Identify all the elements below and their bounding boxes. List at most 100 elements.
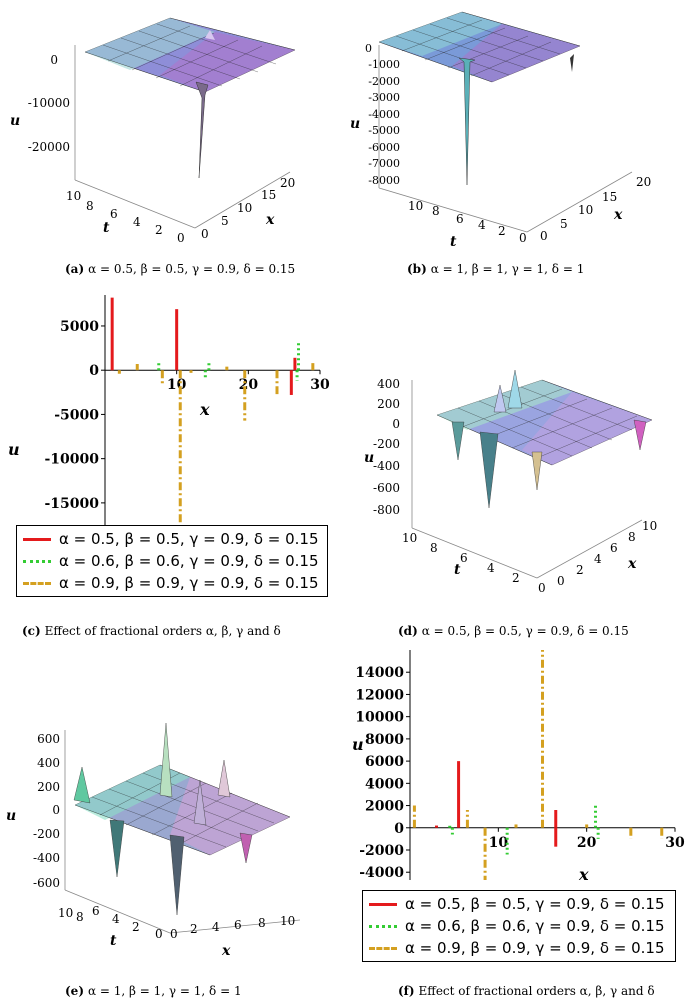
- y-tick-label: -4000: [359, 865, 404, 881]
- x-axis-label-e: x: [221, 943, 231, 959]
- legend-c-label-0: α = 0.5, β = 0.5, γ = 0.9, δ = 0.15: [59, 530, 319, 548]
- z-tick-b-0: 0: [365, 42, 372, 55]
- t-axis-label-b: t: [450, 234, 457, 250]
- t-axis-label-d: t: [454, 562, 461, 578]
- legend-c-swatch-0: [23, 537, 51, 541]
- t-tick-b-2: 6: [456, 212, 464, 226]
- t-tick-a-0: 10: [66, 189, 81, 203]
- caption-d-label: (d): [398, 624, 418, 638]
- y-tick-label: 6000: [365, 754, 404, 770]
- legend-c: α = 0.5, β = 0.5, γ = 0.9, δ = 0.15 α = …: [16, 525, 328, 597]
- z-tick-a-0: 0: [50, 53, 58, 67]
- x-axis-label-a: x: [265, 212, 275, 228]
- t-tick-d-3: 4: [487, 561, 495, 575]
- x-tick-a-4: 20: [280, 176, 295, 190]
- x-tick-d-1: 2: [576, 563, 584, 577]
- caption-f: (f) Effect of fractional orders α, β, γ a…: [398, 984, 655, 998]
- surface-a: [84, 17, 296, 179]
- t-tick-d-1: 8: [430, 541, 438, 555]
- t-tick-a-2: 6: [110, 207, 118, 221]
- y-tick-label: 0: [89, 363, 99, 379]
- z-tick-b-1: -1000: [368, 58, 400, 71]
- y-tick-label: 0: [394, 821, 404, 837]
- x-tick-b-0: 0: [540, 229, 548, 243]
- y-tick-label: 10000: [355, 710, 404, 726]
- y-axis-label: u: [352, 735, 364, 754]
- z-tick-b-4: -4000: [368, 108, 400, 121]
- y-tick-label: 2000: [365, 799, 404, 815]
- y-tick-label: -5000: [54, 407, 99, 423]
- x-tick-d-3: 6: [610, 541, 618, 555]
- z-tick-e-4: -200: [33, 827, 60, 841]
- axes-a: [74, 45, 291, 229]
- y-tick-label: -15000: [44, 496, 99, 512]
- axes-d: [411, 380, 643, 579]
- t-tick-b-0: 10: [408, 199, 423, 213]
- x-axis-label-d: x: [627, 556, 637, 572]
- x-tick-b-4: 20: [636, 175, 651, 189]
- surface-plot-d: 400 200 0 -200 -400 -600 -800 u 10 8 6 4…: [364, 369, 657, 595]
- x-tick-label: 30: [310, 377, 330, 393]
- surface-plot-a: 0 -10000 -20000 u 10 8 6 4 2 0 t 0 5 10 …: [10, 17, 296, 245]
- y-tick-label: 4000: [365, 776, 404, 792]
- bar-chart-f: 14000 12000 10000 8000 6000 4000 2000 0 -2000 -40…: [352, 650, 685, 884]
- t-tick-a-1: 8: [86, 199, 94, 213]
- x-tick-a-2: 10: [237, 201, 252, 215]
- caption-e-label: (e): [65, 984, 84, 998]
- caption-c-label: (c): [22, 624, 41, 638]
- t-tick-a-4: 2: [155, 223, 163, 237]
- x-axis-label: x: [199, 400, 210, 419]
- t-tick-e-0: 10: [58, 906, 73, 920]
- legend-f-label-1: α = 0.6, β = 0.6, γ = 0.9, δ = 0.15: [405, 917, 665, 935]
- x-tick-e-0: 0: [170, 927, 178, 941]
- x-tick-label: 10: [167, 377, 187, 393]
- z-tick-a-2: -20000: [28, 140, 70, 154]
- z-tick-e-2: 200: [37, 780, 60, 794]
- x-tick-b-1: 5: [560, 217, 568, 231]
- z-tick-d-0: 400: [377, 377, 400, 391]
- z-tick-d-1: 200: [377, 397, 400, 411]
- z-tick-e-1: 400: [37, 756, 60, 770]
- z-tick-d-2: 0: [392, 417, 400, 431]
- legend-f-item-0: α = 0.5, β = 0.5, γ = 0.9, δ = 0.15: [369, 893, 669, 915]
- t-tick-e-3: 4: [112, 912, 120, 926]
- x-tick-a-1: 5: [221, 214, 229, 228]
- y-tick-label: 8000: [365, 732, 404, 748]
- caption-e-text: α = 1, β = 1, γ = 1, δ = 1: [88, 984, 242, 998]
- z-tick-b-6: -6000: [368, 141, 400, 154]
- x-tick-e-5: 10: [280, 914, 295, 928]
- legend-f-item-2: α = 0.9, β = 0.9, γ = 0.9, δ = 0.15: [369, 937, 669, 959]
- x-tick-d-0: 0: [557, 574, 565, 588]
- t-tick-a-5: 0: [177, 231, 185, 245]
- t-tick-b-5: 0: [519, 231, 527, 245]
- t-tick-e-1: 8: [76, 910, 84, 924]
- legend-f-swatch-2: [369, 946, 397, 950]
- surface-b: [378, 11, 581, 186]
- t-tick-b-1: 8: [432, 204, 440, 218]
- legend-c-swatch-2: [23, 581, 51, 585]
- axes-e: [64, 730, 301, 934]
- legend-c-label-1: α = 0.6, β = 0.6, γ = 0.9, δ = 0.15: [59, 552, 319, 570]
- z-axis-label-e: u: [6, 808, 16, 824]
- caption-b: (b) α = 1, β = 1, γ = 1, δ = 1: [407, 262, 584, 276]
- legend-f-swatch-0: [369, 902, 397, 906]
- surface-plot-e: 600 400 200 0 -200 -400 -600 u 10 8 6 4 …: [6, 722, 301, 959]
- z-tick-e-0: 600: [37, 732, 60, 746]
- z-tick-a-1: -10000: [28, 96, 70, 110]
- z-tick-e-5: -400: [33, 851, 60, 865]
- x-tick-e-1: 2: [190, 922, 198, 936]
- surface-d: [436, 369, 653, 509]
- z-tick-b-2: -2000: [368, 75, 400, 88]
- caption-a-label: (a): [65, 262, 85, 276]
- t-tick-e-4: 2: [132, 920, 140, 934]
- z-tick-d-5: -600: [373, 481, 400, 495]
- legend-f-swatch-1: [369, 924, 397, 928]
- caption-f-label: (f): [398, 984, 415, 998]
- legend-c-swatch-1: [23, 559, 51, 563]
- caption-c: (c) Effect of fractional orders α, β, γ a…: [22, 624, 281, 638]
- x-tick-e-2: 4: [212, 920, 220, 934]
- t-axis-label-a: t: [103, 220, 110, 236]
- z-tick-b-3: -3000: [368, 91, 400, 104]
- x-tick-label: 30: [665, 835, 685, 851]
- x-axis-label: x: [578, 865, 589, 884]
